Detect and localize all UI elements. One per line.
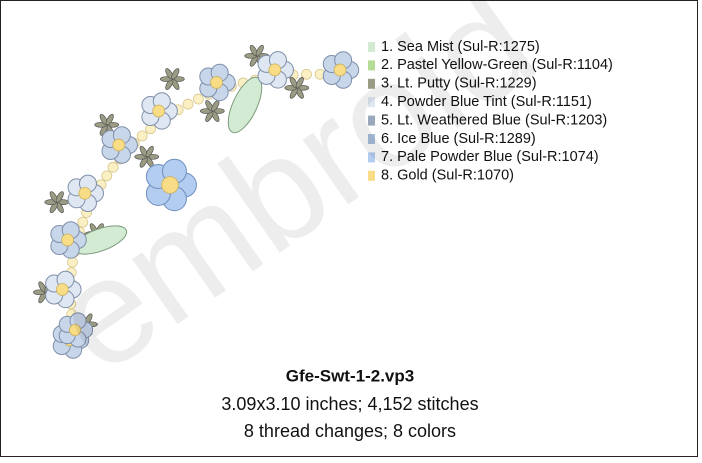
flower-center [112, 138, 126, 152]
thread-legend: 1. Sea Mist (Sul-R:1275) 2. Pastel Yellow… [368, 39, 613, 184]
sprig-leaf [55, 191, 64, 203]
flower-center [78, 186, 92, 200]
thread-label: 5. Lt. Weathered Blue (Sul-R:1203) [381, 112, 607, 128]
bead [192, 93, 204, 105]
sprig [159, 68, 185, 90]
flower-center [152, 104, 166, 118]
thread-label: 3. Lt. Putty (Sul-R:1229) [381, 76, 537, 92]
sprig [199, 100, 225, 122]
design-size: 3.09x3.10 inches; 4,152 stitches [221, 394, 478, 414]
sprig-leaf [145, 145, 154, 158]
swatch [368, 78, 375, 89]
sprig [44, 191, 70, 214]
flower [257, 51, 294, 89]
embroidery-design [33, 44, 360, 359]
bead [182, 98, 194, 110]
flower [45, 270, 82, 309]
flower-center [61, 233, 74, 247]
swatch [368, 42, 375, 52]
sprig [284, 76, 310, 99]
flower [141, 92, 178, 130]
file-name: Gfe-Swt-1-2.vp3 [286, 366, 414, 385]
thread-label: 2. Pastel Yellow-Green (Sul-R:1104) [381, 57, 613, 73]
swatch [368, 152, 375, 163]
sprig-leaf [171, 68, 180, 80]
flower [199, 63, 236, 102]
flower [67, 174, 105, 213]
flower-center [333, 63, 347, 77]
flower-center [69, 323, 82, 336]
swatch [368, 97, 375, 108]
swatch [368, 170, 375, 181]
flower-center [56, 283, 69, 296]
flower [145, 158, 197, 212]
flower [50, 221, 87, 259]
bead [107, 161, 119, 173]
flower-center [210, 76, 223, 89]
thread-label: 7. Pale Powder Blue (Sul-R:1074) [381, 149, 599, 165]
sprig-leaf [295, 76, 304, 89]
swatch [368, 60, 375, 71]
swatch [368, 115, 375, 126]
thread-label: 6. Ice Blue (Sul-R:1289) [381, 131, 536, 147]
bead [101, 170, 113, 182]
flower-center [161, 176, 179, 194]
flower [58, 312, 94, 348]
flower [101, 126, 138, 164]
swatch [368, 134, 375, 144]
thread-label: 4. Powder Blue Tint (Sul-R:1151) [381, 94, 592, 110]
bead [77, 216, 89, 228]
sprig-leaf [255, 44, 264, 57]
sprig [134, 145, 160, 168]
design-colors: 8 thread changes; 8 colors [244, 421, 456, 441]
thread-label: 1. Sea Mist (Sul-R:1275) [381, 39, 540, 55]
bead [301, 68, 312, 80]
bead [136, 130, 148, 142]
flower-center [268, 63, 282, 77]
flower [322, 51, 360, 89]
thread-label: 8. Gold (Sul-R:1070) [381, 168, 514, 184]
leaf [227, 76, 263, 134]
sprig-leaf [105, 113, 114, 126]
